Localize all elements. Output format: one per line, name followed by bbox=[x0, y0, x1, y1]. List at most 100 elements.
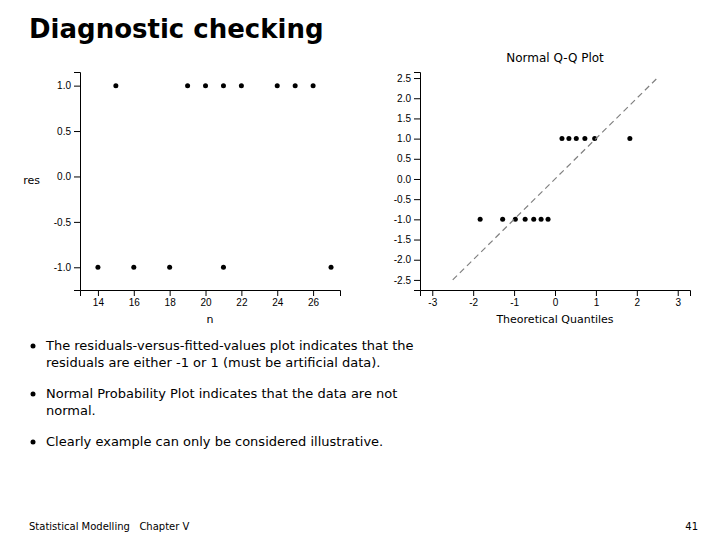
tick: 1.0 bbox=[397, 133, 420, 144]
tick-label: 26 bbox=[308, 297, 320, 308]
tick-mark bbox=[414, 118, 420, 119]
tick: 1 bbox=[594, 290, 600, 308]
tick-mark bbox=[555, 290, 556, 296]
tick-label: 24 bbox=[272, 297, 284, 308]
point bbox=[131, 265, 136, 270]
point bbox=[203, 83, 208, 88]
chart-title: Normal Q-Q Plot bbox=[506, 51, 604, 65]
tick: -0.5 bbox=[54, 217, 80, 228]
bullet-dot bbox=[31, 392, 36, 397]
tick-mark bbox=[277, 290, 278, 296]
tick: -0.5 bbox=[394, 194, 420, 205]
tick-mark bbox=[170, 290, 171, 296]
tick-mark bbox=[414, 260, 420, 261]
point bbox=[566, 136, 571, 141]
bullet-text: Normal Probability Plot indicates that t… bbox=[46, 386, 397, 418]
tick-mark bbox=[414, 78, 420, 79]
tick-mark bbox=[414, 98, 420, 99]
tick-mark bbox=[134, 290, 135, 296]
tick-mark bbox=[414, 199, 420, 200]
axis-line bbox=[81, 291, 341, 297]
tick-label: 1.5 bbox=[397, 113, 411, 124]
tick-mark bbox=[74, 222, 80, 223]
tick: -1 bbox=[510, 290, 519, 308]
bullet-dot bbox=[31, 344, 36, 349]
tick-label: -1.5 bbox=[394, 234, 412, 245]
x-axis-title: n bbox=[207, 313, 214, 326]
tick-label: 1.0 bbox=[57, 80, 71, 91]
point bbox=[559, 136, 564, 141]
point bbox=[221, 83, 226, 88]
tick-mark bbox=[241, 290, 242, 296]
tick-label: -2.0 bbox=[394, 254, 412, 265]
tick: 0.0 bbox=[397, 174, 420, 185]
tick-mark bbox=[74, 131, 80, 132]
plot-area bbox=[453, 78, 658, 280]
tick-mark bbox=[414, 159, 420, 160]
point bbox=[539, 217, 544, 222]
y-axis: -1.0 -0.5 0.0 0.5 1.0 bbox=[54, 73, 81, 291]
tick-mark bbox=[678, 290, 679, 296]
tick-label: 2 bbox=[635, 297, 641, 308]
point bbox=[478, 217, 483, 222]
tick-mark bbox=[74, 267, 80, 268]
tick: -3 bbox=[428, 290, 437, 308]
tick-label: 3 bbox=[675, 297, 681, 308]
tick: 26 bbox=[308, 290, 320, 308]
tick-label: -1.0 bbox=[54, 262, 72, 273]
point bbox=[546, 217, 551, 222]
tick: 0.0 bbox=[57, 171, 80, 182]
tick: 16 bbox=[129, 290, 141, 308]
tick-label: -3 bbox=[428, 297, 437, 308]
tick-label: 0.0 bbox=[397, 174, 411, 185]
tick-label: 1 bbox=[594, 297, 600, 308]
tick-mark bbox=[432, 290, 433, 296]
axis-line bbox=[414, 73, 421, 291]
axis-line bbox=[74, 73, 81, 291]
tick-label: -0.5 bbox=[54, 217, 72, 228]
tick-label: 22 bbox=[236, 297, 248, 308]
point bbox=[293, 83, 298, 88]
reference-line bbox=[453, 78, 658, 280]
tick-mark bbox=[414, 240, 420, 241]
tick-label: 14 bbox=[93, 297, 105, 308]
point bbox=[113, 83, 118, 88]
tick: 14 bbox=[93, 290, 105, 308]
tick: -2.5 bbox=[394, 275, 420, 286]
point bbox=[167, 265, 172, 270]
point bbox=[311, 83, 316, 88]
tick: 0 bbox=[553, 290, 559, 308]
y-axis-title: res bbox=[23, 174, 40, 187]
tick-label: 1.0 bbox=[397, 133, 411, 144]
tick-label: 18 bbox=[165, 297, 177, 308]
slide-title: Diagnostic checking bbox=[29, 14, 324, 44]
bullet-text: The residuals-versus-fitted-values plot … bbox=[45, 338, 414, 370]
tick-mark bbox=[473, 290, 474, 296]
footer-right: 41 bbox=[685, 521, 698, 532]
tick-label: 20 bbox=[200, 297, 212, 308]
tick-label: 0 bbox=[553, 297, 559, 308]
axis-line bbox=[421, 291, 691, 297]
tick-mark bbox=[98, 290, 99, 296]
tick-label: 2.5 bbox=[397, 73, 411, 84]
tick-mark bbox=[414, 179, 420, 180]
tick-mark bbox=[414, 280, 420, 281]
point bbox=[329, 265, 334, 270]
point bbox=[239, 83, 244, 88]
tick: 3 bbox=[675, 290, 681, 308]
bullet-text: Clearly example can only be considered i… bbox=[46, 434, 383, 449]
point bbox=[574, 136, 579, 141]
tick-mark bbox=[313, 290, 314, 296]
point bbox=[500, 217, 505, 222]
point bbox=[185, 83, 190, 88]
point bbox=[523, 217, 528, 222]
footer-left: Statistical Modelling Chapter V bbox=[29, 521, 190, 532]
tick-label: 0.5 bbox=[57, 126, 71, 137]
tick-label: 2.0 bbox=[397, 93, 411, 104]
tick-label: -2 bbox=[469, 297, 478, 308]
chart: -3-2-10123-2.5-2.0-1.5-1.0-0.50.00.51.01… bbox=[394, 51, 691, 326]
x-axis-title: Theoretical Quantiles bbox=[495, 313, 613, 326]
slide: Diagnostic checking14161820222426-1.0-0.… bbox=[0, 0, 720, 540]
tick-mark bbox=[74, 86, 80, 87]
point bbox=[221, 265, 226, 270]
